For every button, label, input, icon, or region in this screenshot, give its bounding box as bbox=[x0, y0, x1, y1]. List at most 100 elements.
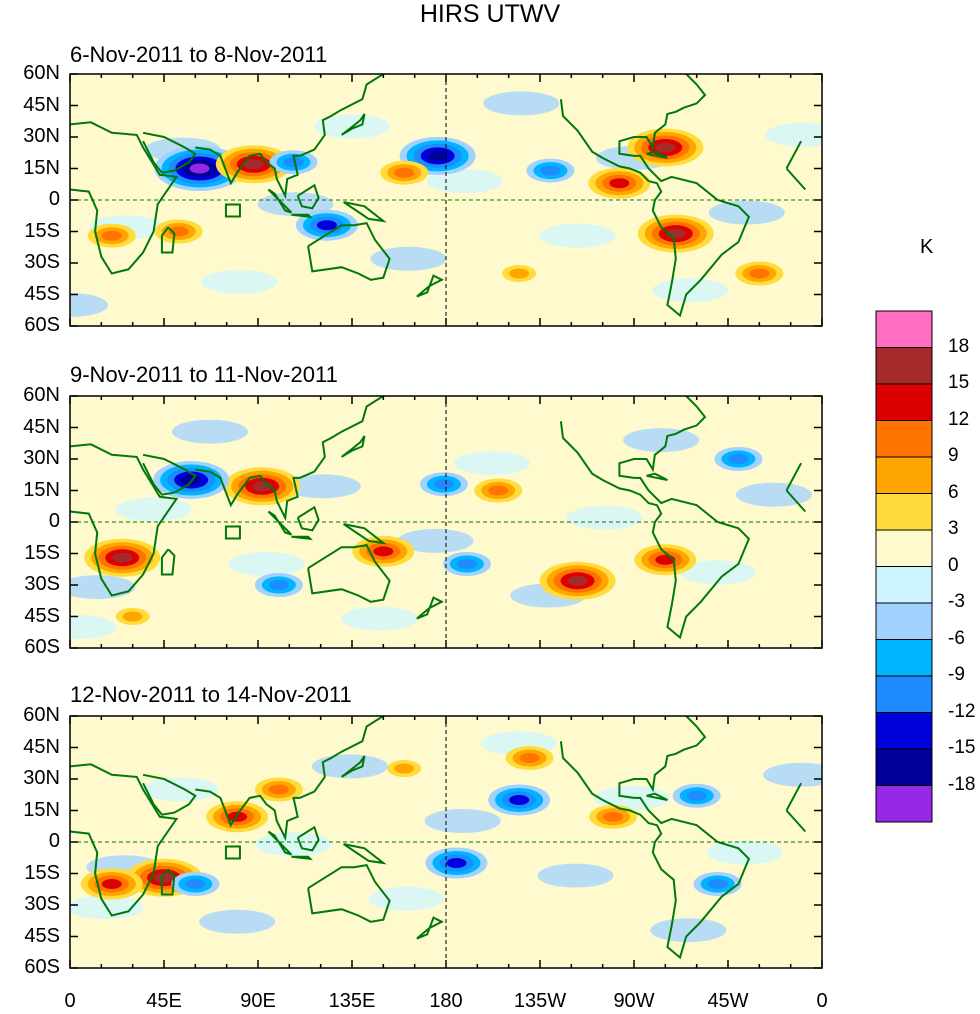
anomaly-feature bbox=[87, 223, 136, 248]
anomaly-feature bbox=[488, 784, 551, 816]
coastlines bbox=[70, 716, 807, 960]
anomaly-feature bbox=[505, 746, 554, 770]
coastline bbox=[195, 74, 384, 200]
anomaly-contour bbox=[540, 165, 561, 176]
anomaly-contour bbox=[122, 611, 143, 622]
anomaly-contour bbox=[154, 872, 174, 883]
map-panel-2 bbox=[69, 395, 823, 649]
lon-label: 45E bbox=[146, 990, 182, 1012]
coastline bbox=[307, 543, 391, 603]
background-anomaly-patch bbox=[539, 223, 616, 248]
anomaly-contour bbox=[394, 167, 415, 178]
lat-label: 45N bbox=[23, 735, 60, 758]
lat-label: 15S bbox=[24, 219, 60, 242]
colorbar-swatch bbox=[875, 310, 933, 348]
background-anomaly-patch bbox=[368, 886, 445, 911]
coastline bbox=[646, 792, 668, 801]
background-anomaly-patch bbox=[142, 777, 219, 802]
anomaly-feature bbox=[502, 265, 537, 282]
anomaly-contour bbox=[456, 559, 477, 569]
colorbar-swatch bbox=[875, 383, 933, 421]
colorbar-swatch bbox=[875, 529, 933, 567]
map-panel-3 bbox=[69, 715, 823, 969]
coastline bbox=[416, 596, 445, 620]
anomaly-feature bbox=[206, 801, 269, 833]
colorbar-label: -15 bbox=[948, 737, 976, 758]
colorbar-swatch bbox=[875, 456, 933, 494]
background-anomaly-patch bbox=[623, 428, 700, 453]
coastline bbox=[343, 523, 387, 545]
anomaly-contour bbox=[283, 157, 304, 168]
panel-3-title: 12-Nov-2011 to 14-Nov-2011 bbox=[70, 682, 352, 707]
coastline bbox=[267, 188, 293, 214]
background-anomaly-patch bbox=[537, 863, 614, 888]
coastlines bbox=[70, 396, 807, 640]
anomaly-field bbox=[70, 731, 822, 943]
lat-label: 60N bbox=[23, 704, 60, 726]
anomaly-feature bbox=[526, 158, 575, 183]
region-box bbox=[224, 203, 241, 218]
colorbar-swatch bbox=[875, 785, 933, 823]
background-anomaly-patch bbox=[453, 451, 530, 476]
coastline bbox=[646, 150, 668, 159]
colorbar-label: -9 bbox=[948, 664, 965, 685]
coastline bbox=[267, 830, 293, 856]
coastline bbox=[160, 226, 176, 254]
coastline bbox=[296, 825, 320, 852]
anomaly-feature bbox=[627, 128, 704, 167]
background-anomaly-patch bbox=[370, 246, 447, 271]
anomaly-feature bbox=[84, 538, 161, 577]
coastline bbox=[70, 121, 807, 275]
colorbar-swatch bbox=[875, 347, 933, 385]
background-anomaly-patch bbox=[255, 832, 332, 857]
coastline bbox=[291, 535, 313, 541]
lon-label: 135E bbox=[328, 990, 376, 1012]
lat-label: 60S bbox=[24, 314, 60, 336]
lat-label: 0 bbox=[48, 510, 60, 532]
anomaly-feature bbox=[588, 167, 651, 199]
anomaly-feature bbox=[224, 467, 301, 506]
lat-label: 0 bbox=[48, 188, 60, 210]
coastline bbox=[646, 472, 668, 481]
anomaly-feature bbox=[387, 760, 422, 777]
coastline bbox=[142, 453, 197, 496]
background-anomaly-patch bbox=[483, 91, 560, 116]
lat-label: 45N bbox=[23, 93, 60, 116]
anomaly-contour bbox=[268, 580, 289, 590]
anomaly-contour bbox=[112, 552, 133, 563]
anomaly-contour bbox=[373, 546, 394, 557]
coastline bbox=[291, 213, 313, 219]
lat-label: 15N bbox=[23, 798, 60, 821]
lon-label: 0 bbox=[64, 990, 76, 1012]
colorbar-label: 12 bbox=[948, 408, 970, 430]
lat-label: 30S bbox=[24, 251, 60, 273]
anomaly-contour bbox=[509, 795, 530, 805]
anomaly-contour bbox=[728, 454, 749, 464]
anomaly-contour bbox=[394, 763, 415, 774]
anomaly-feature bbox=[589, 804, 638, 829]
anomaly-feature bbox=[637, 214, 714, 253]
panel-2-title: 9-Nov-2011 to 11-Nov-2011 bbox=[70, 362, 338, 387]
region-box bbox=[224, 845, 241, 860]
anomaly-contour bbox=[101, 230, 122, 241]
lat-label: 60N bbox=[23, 384, 60, 406]
anomaly-contour bbox=[185, 879, 206, 889]
coastline bbox=[559, 396, 751, 640]
colorbar-swatch bbox=[875, 602, 933, 640]
anomaly-feature bbox=[693, 872, 742, 896]
colorbar-label: 0 bbox=[948, 554, 959, 576]
anomaly-contour bbox=[519, 753, 540, 763]
colorbar-label: 3 bbox=[948, 518, 959, 539]
anomaly-contour bbox=[101, 879, 122, 889]
background-anomaly-patch bbox=[228, 552, 305, 576]
anomaly-contour bbox=[749, 268, 770, 279]
anomaly-feature bbox=[672, 783, 721, 808]
colorbar-label: -12 bbox=[948, 700, 976, 722]
background-anomaly-patch bbox=[171, 419, 248, 444]
anomaly-feature bbox=[254, 777, 303, 802]
anomaly-feature bbox=[419, 472, 468, 497]
lon-label: 180 bbox=[429, 990, 463, 1012]
colorbar-swatch bbox=[875, 566, 933, 604]
anomaly-feature bbox=[474, 478, 523, 503]
anomaly-contour bbox=[268, 784, 289, 795]
